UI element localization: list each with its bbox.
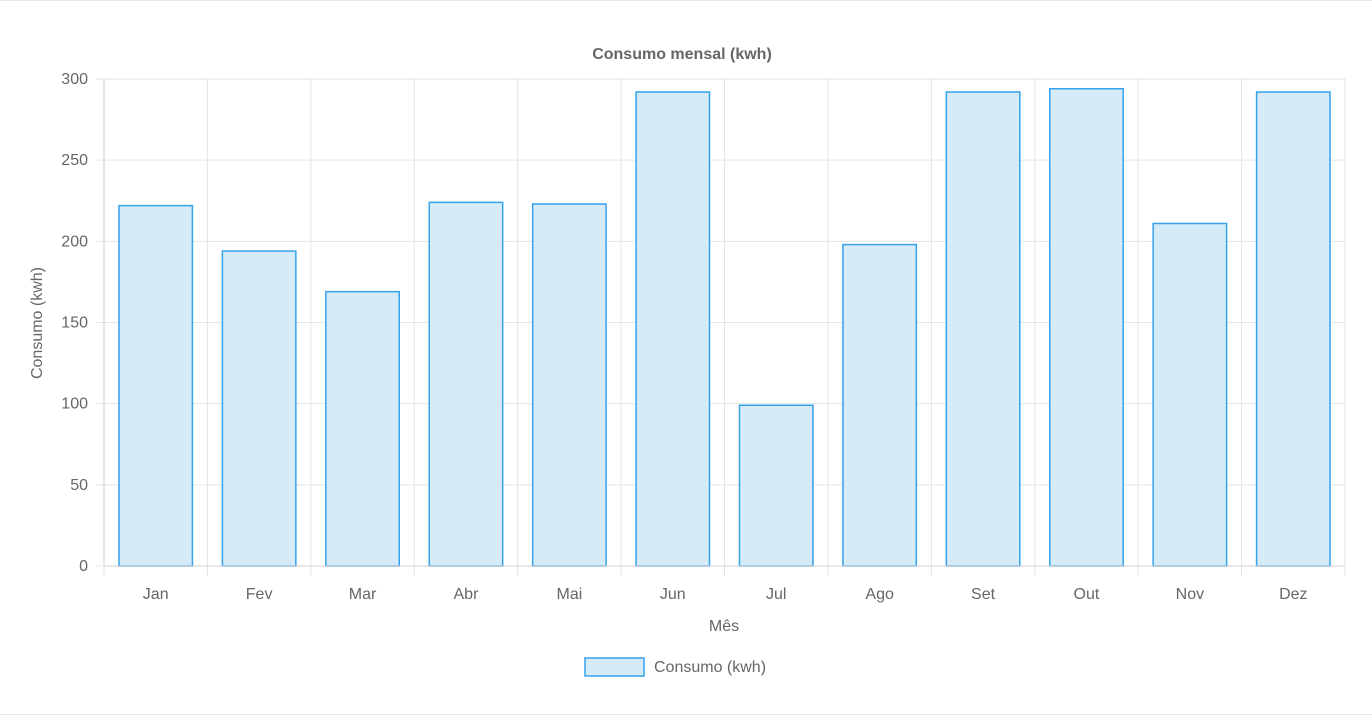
bar-abr[interactable] [428,201,504,567]
legend-label: Consumo (kwh) [654,659,766,676]
axes: 0 50 100 150 200 250 300 Jan Fev Mar Abr Mai Jun Jul A… [61,71,1345,603]
bar-nov[interactable] [1152,222,1228,567]
bar-jun[interactable] [635,91,711,567]
x-tick-label: Mar [349,586,377,603]
x-tick-label: Abr [454,586,480,603]
legend-swatch [584,657,645,677]
x-tick-label: Mai [556,586,582,603]
y-tick-label: 150 [61,315,88,332]
x-axis-title: Mês [709,618,739,635]
x-tick-label: Jul [766,586,786,603]
bar-fev[interactable] [221,250,297,567]
x-tick-label: Set [971,586,996,603]
bar-dez[interactable] [1255,91,1331,567]
bars [118,87,1331,567]
x-tick-label: Nov [1176,586,1204,603]
legend[interactable]: Consumo (kwh) [584,657,766,677]
grid-lines [96,78,1346,576]
y-tick-label: 50 [70,477,88,494]
x-tick-label: Jan [143,586,169,603]
bar-set[interactable] [945,91,1021,567]
x-tick-label: Ago [865,586,894,603]
y-tick-label: 300 [61,71,88,88]
bar-out[interactable] [1048,87,1124,567]
y-tick-label: 0 [79,558,88,575]
x-tick-label: Fev [246,586,273,603]
bar-mar[interactable] [325,290,401,567]
x-tick-label: Jun [660,586,686,603]
bar-jan[interactable] [118,204,194,567]
x-tick-label: Dez [1279,586,1307,603]
bar-mai[interactable] [531,203,607,567]
y-tick-label: 200 [61,233,88,250]
y-tick-label: 250 [61,152,88,169]
x-tick-label: Out [1074,586,1100,603]
y-tick-label: 100 [61,396,88,413]
bar-jul[interactable] [738,404,814,567]
chart-title: Consumo mensal (kwh) [592,46,772,63]
bar-ago[interactable] [842,243,918,567]
y-axis-title: Consumo (kwh) [29,267,46,379]
